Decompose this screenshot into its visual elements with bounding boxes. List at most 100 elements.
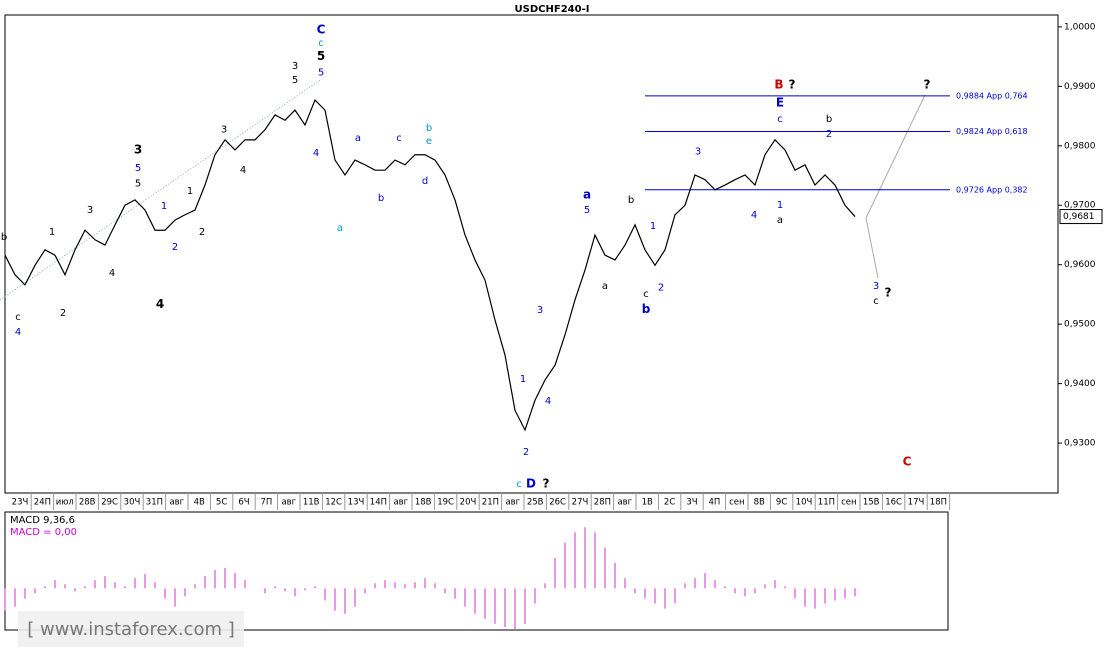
wave-label: c (318, 38, 324, 49)
fib-level-label: 0,9884 App 0,764 (956, 91, 1028, 100)
wave-label: 4 (313, 148, 319, 159)
wave-label: 3 (537, 305, 543, 316)
chart-title: USDCHF240-I (515, 4, 590, 15)
watermark-box (18, 611, 244, 647)
fib-level-label: 0,9726 App 0,382 (956, 185, 1028, 194)
wave-label: a (337, 223, 343, 234)
x-tick-label: 23Ч (12, 498, 29, 508)
wave-label: ? (543, 477, 550, 491)
x-tick-label: 20Ч (460, 498, 477, 508)
projection-line (865, 217, 879, 279)
x-tick-label: 8В (754, 498, 765, 508)
x-tick-label: 17Ч (908, 498, 925, 508)
wave-label: b (1, 232, 7, 243)
x-tick-label: 26С (549, 498, 566, 508)
y-tick-label: 0,9400 (1064, 379, 1096, 389)
wave-label: b (628, 195, 634, 206)
x-tick-label: 9С (776, 498, 787, 508)
x-tick-label: 25В (527, 498, 544, 508)
x-tick-label: 28В (79, 498, 96, 508)
x-tick-label: 14П (370, 498, 387, 508)
wave-label: a (583, 188, 591, 202)
y-tick-label: 0,9700 (1064, 201, 1096, 211)
x-tick-label: 11В (303, 498, 320, 508)
x-tick-label: 3Ч (686, 498, 697, 508)
x-tick-label: 4В (194, 498, 205, 508)
wave-label: d (422, 176, 428, 187)
wave-label: 3 (873, 281, 879, 292)
x-tick-label: июл (56, 498, 74, 508)
wave-label: 3 (87, 205, 93, 216)
y-tick-label: 1,0000 (1064, 22, 1096, 32)
wave-label: E (776, 95, 784, 109)
x-tick-label: 18В (415, 498, 432, 508)
x-tick-label: 13Ч (348, 498, 365, 508)
wave-label: D (526, 477, 536, 491)
x-tick-label: 21П (482, 498, 499, 508)
current-price-label: 0,9681 (1063, 212, 1095, 222)
wave-label: 2 (523, 447, 529, 458)
wave-label: C (317, 22, 326, 36)
x-tick-label: 12С (325, 498, 342, 508)
wave-label: 3 (292, 61, 298, 72)
wave-label: b (378, 193, 384, 204)
wave-label: 4 (545, 396, 551, 407)
x-tick-label: 1В (642, 498, 653, 508)
wave-label: 1 (187, 186, 193, 197)
x-tick-label: авг (169, 498, 184, 508)
wave-label: 2 (172, 242, 178, 253)
wave-label: b (642, 302, 651, 316)
wave-label: a (602, 281, 608, 292)
wave-label: C (903, 455, 912, 469)
x-tick-label: 27Ч (572, 498, 589, 508)
x-tick-label: 29С (101, 498, 118, 508)
wave-label: c (15, 312, 21, 323)
wave-label: 4 (15, 327, 21, 338)
wave-label: 5 (318, 68, 324, 79)
wave-label: b (426, 123, 432, 134)
wave-label: 1 (777, 200, 783, 211)
x-tick-label: 30Ч (124, 498, 141, 508)
macd-label: MACD 9,36,6 (10, 515, 75, 526)
wave-label: 1 (520, 374, 526, 385)
wave-label: c (873, 296, 879, 307)
wave-label: 1 (161, 201, 167, 212)
x-tick-label: сен (841, 498, 856, 508)
watermark: [ www.instaforex.com ] (27, 619, 235, 640)
x-tick-label: авг (281, 498, 296, 508)
x-tick-label: авг (505, 498, 520, 508)
y-tick-label: 0,9900 (1064, 82, 1096, 92)
wave-label: a (777, 215, 783, 226)
wave-label: 2 (658, 282, 664, 293)
wave-label: 5 (292, 75, 298, 86)
x-tick-label: 15В (863, 498, 880, 508)
x-tick-label: авг (617, 498, 632, 508)
wave-label: 2 (826, 129, 832, 140)
wave-label: a (355, 133, 361, 144)
x-tick-label: 2С (664, 498, 675, 508)
x-tick-label: сен (729, 498, 744, 508)
wave-label: 3 (134, 142, 142, 156)
wave-label: 4 (109, 268, 115, 279)
wave-label: 4 (240, 165, 246, 176)
fib-level-label: 0,9824 App 0,618 (956, 127, 1028, 136)
wave-label: 5 (317, 49, 325, 63)
x-tick-label: 4П (708, 498, 720, 508)
wave-label: ? (885, 286, 892, 300)
plot-frame (4, 14, 1059, 494)
wave-label: 3 (695, 147, 701, 158)
x-tick-label: 10Ч (796, 498, 813, 508)
x-tick-label: 24П (34, 498, 51, 508)
y-tick-label: 0,9500 (1064, 320, 1096, 330)
y-tick-label: 0,9800 (1064, 141, 1096, 151)
wave-label: 5 (135, 163, 141, 174)
wave-label: 5 (135, 178, 141, 189)
x-tick-label: 16С (885, 498, 902, 508)
wave-label: c (777, 114, 783, 125)
wave-label: B (774, 78, 783, 92)
wave-label: 4 (156, 297, 164, 311)
y-tick-label: 0,9600 (1064, 260, 1096, 270)
wave-label: 1 (650, 221, 656, 232)
x-tick-label: 28П (594, 498, 611, 508)
